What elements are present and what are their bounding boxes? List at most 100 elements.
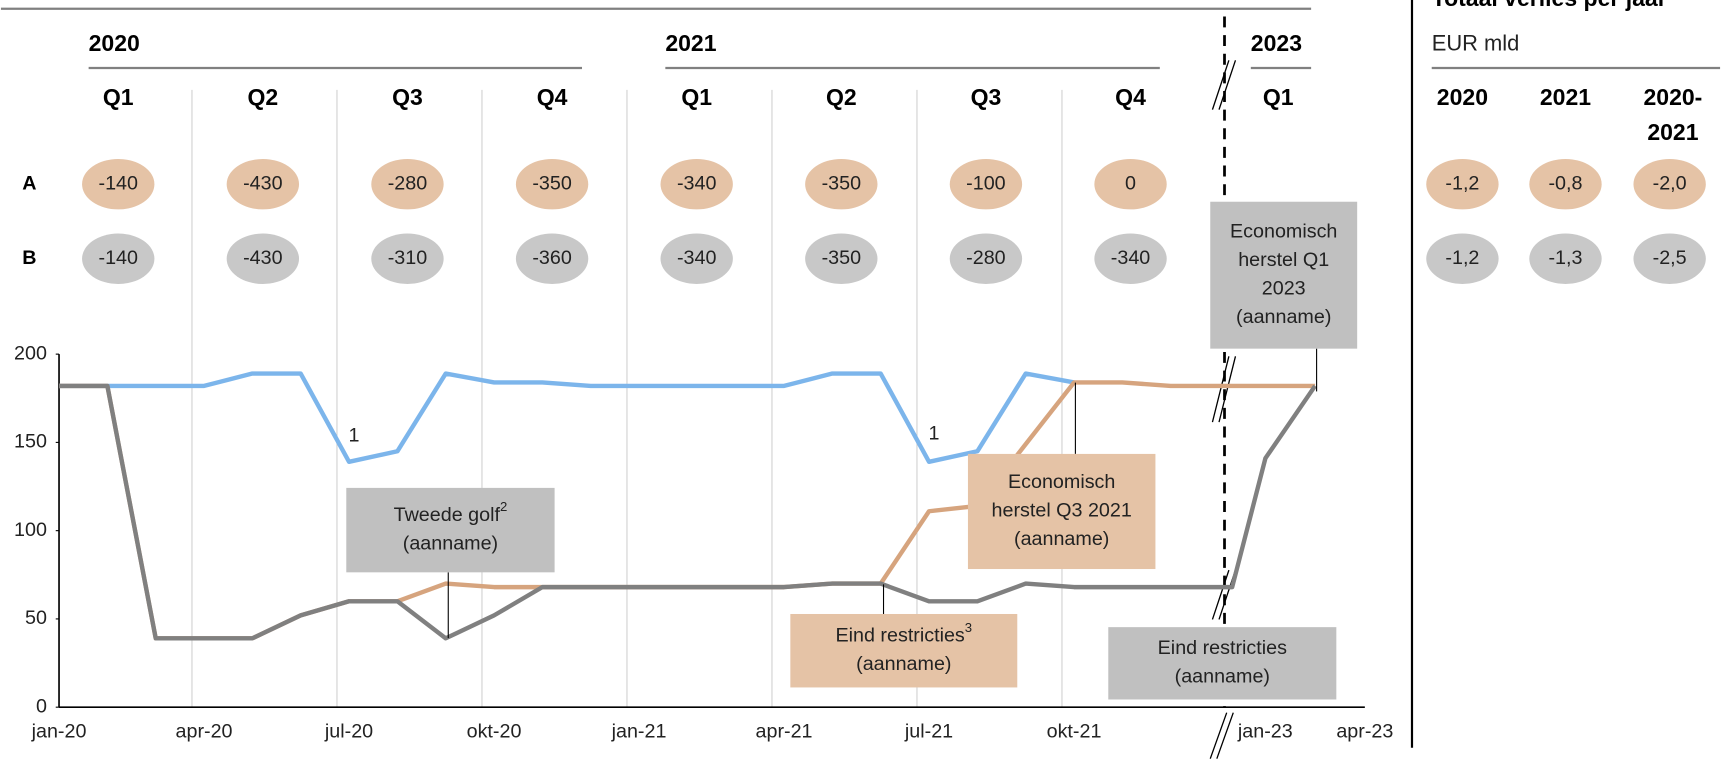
value-pill — [1529, 158, 1602, 210]
quarter-label: Q2 — [247, 84, 278, 110]
value-pill — [660, 233, 733, 284]
series-line — [59, 371, 1075, 464]
x-tick-label: jan-20 — [31, 721, 87, 743]
quarter-label: Q3 — [392, 84, 423, 110]
value-label: -340 — [677, 247, 716, 269]
annotation-line: herstel Q1 — [1238, 249, 1329, 271]
quarter-label: Q1 — [681, 84, 712, 110]
annotation-box — [790, 613, 1018, 688]
value-label: -350 — [822, 247, 861, 269]
annotation-line: Tweede golf — [394, 504, 501, 526]
row-label: A — [22, 172, 36, 194]
value-label: -430 — [243, 247, 282, 269]
value-label: 0 — [1125, 172, 1136, 194]
annotation-line: Economisch — [1230, 221, 1337, 243]
x-tick-label: apr-20 — [176, 721, 233, 743]
value-pill — [1094, 233, 1167, 284]
value-pill — [371, 233, 444, 284]
x-tick-label: okt-21 — [1047, 721, 1102, 743]
annotation-text: (aanname) — [403, 533, 498, 555]
year-label: 2023 — [1251, 30, 1302, 56]
annotation-text: Tweede golf2 — [394, 500, 508, 526]
annotation-line: Economisch — [1008, 471, 1115, 493]
y-tick-label: 50 — [25, 607, 47, 629]
annotation-text: Eind restricties3 — [835, 620, 972, 646]
quarter-label: Q4 — [1115, 84, 1146, 110]
annotation-text: (aanname) — [1236, 306, 1331, 328]
annotation-text: herstel Q1 — [1238, 249, 1329, 271]
x-tick-label: jul-21 — [904, 721, 953, 743]
annotation-box — [1108, 627, 1337, 700]
value-label: -280 — [388, 172, 427, 194]
quarter-label: Q3 — [971, 84, 1002, 110]
year-label: 2021 — [665, 30, 716, 56]
annotation-box — [967, 453, 1156, 570]
quarter-label: Q1 — [103, 84, 134, 110]
value-label: -1,2 — [1445, 247, 1479, 269]
annotation-text: (aanname) — [1014, 528, 1109, 550]
annotation-text: herstel Q3 2021 — [992, 500, 1132, 522]
annual-title: Totaal verlies per jaar — [1432, 0, 1667, 11]
x-tick-label: jul-20 — [324, 721, 373, 743]
annotation-line: (aanname) — [1175, 666, 1270, 688]
value-pill — [371, 158, 444, 210]
annotation-line: (aanname) — [856, 653, 951, 675]
value-pill — [82, 233, 155, 284]
value-pill — [660, 158, 733, 210]
row-label: B — [22, 247, 36, 269]
annotation-text: Economisch — [1008, 471, 1115, 493]
value-label: -350 — [822, 172, 861, 194]
annotation-line: herstel Q3 2021 — [992, 500, 1132, 522]
value-pill — [1633, 233, 1706, 284]
column-header: 2021 — [1647, 119, 1698, 145]
annotation-line: (aanname) — [403, 533, 498, 555]
y-tick-label: 200 — [14, 342, 47, 364]
value-pill — [1426, 158, 1499, 210]
value-label: -340 — [677, 172, 716, 194]
value-pill — [515, 233, 589, 284]
value-label: -280 — [966, 247, 1005, 269]
annotation-line: (aanname) — [1014, 528, 1109, 550]
value-label: -2,5 — [1653, 247, 1687, 269]
column-header: 2020- — [1643, 84, 1702, 110]
point-label: 1 — [928, 422, 939, 444]
value-pill — [1094, 158, 1167, 210]
value-label: -360 — [532, 247, 571, 269]
value-pill — [1529, 233, 1602, 284]
y-tick-label: 150 — [14, 431, 47, 453]
value-pill — [949, 233, 1023, 284]
annotation-text: (aanname) — [1175, 666, 1270, 688]
x-tick-label: apr-23 — [1336, 721, 1393, 743]
value-label: -100 — [966, 172, 1005, 194]
annotation-text: Eind restricties — [1158, 637, 1287, 659]
column-header: 2020 — [1437, 84, 1488, 110]
annotation-box — [1210, 201, 1358, 349]
y-tick-label: 100 — [14, 519, 47, 541]
value-label: -0,8 — [1548, 172, 1582, 194]
annotation-text: 2023 — [1262, 278, 1306, 300]
value-label: -340 — [1111, 247, 1150, 269]
value-pill — [82, 158, 155, 210]
x-tick-label: okt-20 — [467, 721, 522, 743]
value-label: -1,3 — [1548, 247, 1582, 269]
value-pill — [805, 158, 878, 210]
value-pill — [226, 233, 300, 284]
annotation-box — [346, 487, 555, 573]
value-pill — [1633, 158, 1706, 210]
value-pill — [949, 158, 1023, 210]
value-label: -430 — [243, 172, 282, 194]
annotation-line: Eind restricties — [835, 625, 964, 647]
value-label: -140 — [99, 247, 138, 269]
annotation-sup: 2 — [500, 500, 507, 515]
year-label: 2020 — [89, 30, 140, 56]
annotation-sup: 3 — [965, 620, 972, 635]
value-pill — [1426, 233, 1499, 284]
series-line — [59, 383, 1317, 641]
value-label: -350 — [532, 172, 571, 194]
value-label: -2,0 — [1653, 172, 1687, 194]
value-label: -310 — [388, 247, 427, 269]
quarter-label: Q2 — [826, 84, 857, 110]
point-label: 1 — [348, 425, 359, 447]
break-marks — [1209, 60, 1237, 759]
